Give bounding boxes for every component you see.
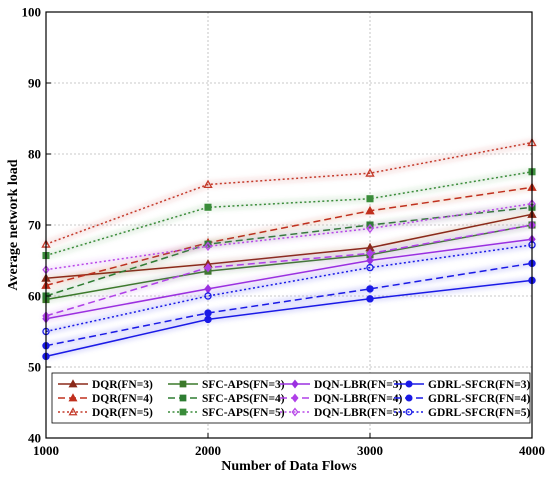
legend-label: DQN-LBR(FN=3) [314, 379, 402, 391]
legend-marker [179, 408, 187, 416]
data-point [366, 295, 374, 303]
legend-label: SFC-APS(FN=4) [202, 393, 285, 405]
y-tick-label: 90 [28, 76, 41, 91]
x-axis-title: Number of Data Flows [221, 459, 357, 474]
y-tick-label: 50 [28, 360, 41, 375]
data-point [204, 309, 212, 317]
axis-ticks: 40 50 60 70 80 90 100 1000 2000 3000 4000 [22, 5, 546, 459]
data-point [366, 223, 374, 234]
series-line [45, 238, 533, 320]
legend-label: GDRL-SFCR(FN=3) [428, 379, 531, 391]
y-tick-label: 60 [28, 289, 41, 304]
legend-item: GDRL-SFCR(FN=4) [394, 393, 531, 405]
data-point [366, 195, 374, 203]
legend-item: SFC-APS(FN=4) [168, 393, 285, 405]
y-tick-label: 70 [28, 218, 41, 233]
series-line [45, 141, 533, 245]
data-point [204, 241, 212, 251]
legend-label: DQN-LBR(FN=4) [314, 393, 402, 405]
legend-item: SFC-APS(FN=3) [168, 379, 285, 391]
legend-item: DQN-LBR(FN=3) [280, 379, 402, 391]
legend-marker [291, 407, 299, 417]
x-tick-label: 1000 [33, 443, 59, 458]
series-line-glow [42, 168, 536, 259]
data-point [204, 315, 212, 324]
legend-marker [68, 407, 78, 416]
y-axis-title: Average network load [6, 159, 21, 290]
series-10 [42, 259, 536, 350]
legend-label: DQR(FN=5) [92, 407, 153, 419]
legend-marker [68, 379, 78, 388]
data-point [204, 203, 212, 211]
series-line [45, 244, 533, 333]
legend-marker [405, 394, 413, 402]
data-point [366, 263, 374, 272]
legend-item: GDRL-SFCR(FN=5) [394, 407, 531, 419]
series-line [45, 202, 533, 271]
legend-label: GDRL-SFCR(FN=5) [428, 407, 531, 419]
x-tick-label: 3000 [357, 443, 383, 458]
legend-marker [179, 380, 187, 388]
legend-item: DQR(FN=5) [58, 407, 153, 419]
legend-item: DQN-LBR(FN=5) [280, 407, 402, 419]
legend-marker [179, 394, 187, 402]
legend-label: SFC-APS(FN=5) [202, 407, 285, 419]
series-line [45, 224, 533, 317]
series-group [41, 137, 537, 361]
legend-marker [405, 380, 413, 388]
legend-label: DQR(FN=3) [92, 379, 153, 391]
series-line [45, 279, 533, 358]
x-tick-label: 2000 [195, 443, 221, 458]
y-tick-label: 80 [28, 147, 41, 162]
legend-item: SFC-APS(FN=5) [168, 407, 285, 419]
legend-marker [291, 379, 299, 389]
data-point [366, 248, 374, 259]
data-point [203, 179, 213, 189]
legend-marker [291, 393, 299, 403]
data-point [365, 205, 375, 215]
legend-item: GDRL-SFCR(FN=3) [394, 379, 531, 391]
legend-item: DQR(FN=4) [58, 393, 153, 405]
legend-label: SFC-APS(FN=3) [202, 379, 285, 391]
x-tick-label: 4000 [519, 443, 545, 458]
legend-label: GDRL-SFCR(FN=4) [428, 393, 531, 405]
data-point [204, 262, 212, 273]
series-line [45, 186, 533, 287]
series-line [45, 262, 533, 347]
y-tick-label: 100 [22, 5, 42, 20]
data-point [366, 285, 374, 293]
legend-marker [405, 408, 413, 416]
legend-label: DQN-LBR(FN=5) [314, 407, 402, 419]
legend-item: DQR(FN=3) [58, 379, 153, 391]
data-point [365, 168, 375, 177]
legend: DQR(FN=3) DQR(FN=4) DQR(FN=5) SFC-APS(FN=3)… [51, 372, 531, 424]
legend-item: DQN-LBR(FN=4) [280, 393, 402, 405]
data-point [204, 292, 212, 300]
series-2 [41, 137, 537, 248]
legend-marker [68, 393, 78, 402]
y-tick-label: 40 [28, 431, 41, 446]
legend-label: DQR(FN=4) [92, 393, 153, 405]
